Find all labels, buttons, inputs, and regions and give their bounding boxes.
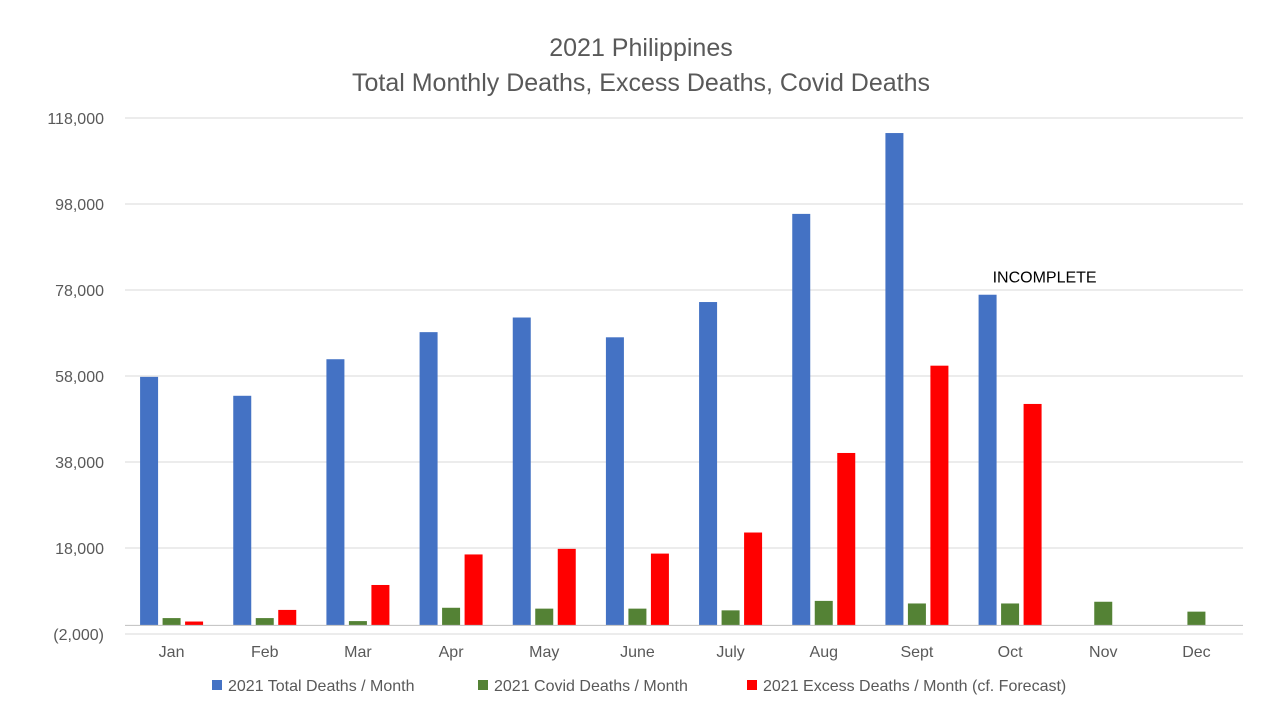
x-tick-label: Apr: [439, 644, 465, 661]
bar-2021-total-deaths-month-aug: [792, 213, 811, 626]
bar-2021-excess-deaths-month-cf-forecast-jan: [185, 621, 204, 626]
chart-subtitle: Total Monthly Deaths, Excess Deaths, Cov…: [352, 69, 930, 97]
bar-2021-total-deaths-month-june: [605, 337, 624, 626]
y-axis-tick-labels: (2,000) 18,000 38,000 58,000 78,000 98,000 118…: [47, 111, 104, 644]
bar-2021-total-deaths-month-jan: [140, 376, 159, 626]
bar-2021-covid-deaths-month-dec: [1187, 611, 1206, 626]
x-tick-label: Oct: [998, 644, 1023, 661]
bar-2021-covid-deaths-month-nov: [1094, 601, 1113, 626]
bar-2021-excess-deaths-month-cf-forecast-may: [557, 548, 576, 626]
x-tick-label: Dec: [1182, 644, 1210, 661]
y-tick-label: 118,000: [47, 111, 104, 128]
x-tick-label: Nov: [1089, 644, 1117, 661]
bar-2021-excess-deaths-month-cf-forecast-aug: [837, 452, 856, 626]
bar-2021-excess-deaths-month-cf-forecast-mar: [371, 584, 390, 626]
bar-2021-total-deaths-month-feb: [233, 395, 252, 626]
legend-swatch-2021-excess-deaths-month-cf-forecast: [747, 680, 757, 690]
legend-swatch-2021-covid-deaths-month: [478, 680, 488, 690]
bar-2021-total-deaths-month-july: [699, 302, 718, 626]
bar-2021-covid-deaths-month-feb: [255, 618, 274, 626]
bar-2021-covid-deaths-month-aug: [814, 600, 833, 626]
bars: [140, 133, 1206, 626]
bar-2021-total-deaths-month-mar: [326, 359, 345, 626]
y-tick-label: (2,000): [53, 627, 104, 644]
bar-2021-covid-deaths-month-apr: [442, 607, 461, 626]
x-tick-label: Mar: [344, 644, 372, 661]
annotations: INCOMPLETE: [993, 270, 1097, 287]
bar-2021-excess-deaths-month-cf-forecast-apr: [464, 554, 483, 626]
legend: 2021 Total Deaths / Month 2021 Covid Deat…: [212, 678, 1066, 695]
bar-2021-covid-deaths-month-july: [721, 610, 740, 626]
x-tick-label: May: [529, 644, 559, 661]
bar-2021-excess-deaths-month-cf-forecast-july: [744, 532, 763, 626]
x-tick-label: Aug: [810, 644, 838, 661]
bar-2021-total-deaths-month-apr: [419, 332, 438, 626]
bar-2021-total-deaths-month-sept: [885, 133, 904, 626]
bar-2021-total-deaths-month-may: [512, 317, 531, 626]
y-tick-label: 98,000: [55, 197, 104, 214]
legend-swatch-2021-total-deaths-month: [212, 680, 222, 690]
annotation-label: INCOMPLETE: [993, 270, 1097, 287]
bar-2021-covid-deaths-month-mar: [348, 621, 367, 626]
x-tick-label: Feb: [251, 644, 279, 661]
bar-2021-excess-deaths-month-cf-forecast-june: [650, 553, 669, 626]
x-tick-label: July: [716, 644, 744, 661]
bar-2021-excess-deaths-month-cf-forecast-sept: [930, 365, 949, 626]
x-tick-label: Sept: [900, 644, 933, 661]
x-axis: Jan Feb Mar Apr May June July Aug Sept Oct Nov Dec: [125, 624, 1243, 661]
gridlines: [125, 117, 1243, 635]
bar-2021-excess-deaths-month-cf-forecast-feb: [278, 609, 297, 626]
x-tick-label: Jan: [159, 644, 185, 661]
x-tick-label: June: [620, 644, 655, 661]
legend-label: 2021 Excess Deaths / Month (cf. Forecast…: [763, 678, 1066, 695]
legend-label: 2021 Total Deaths / Month: [228, 678, 415, 695]
legend-label: 2021 Covid Deaths / Month: [494, 678, 688, 695]
bar-2021-covid-deaths-month-jan: [162, 618, 181, 626]
y-tick-label: 38,000: [55, 455, 104, 472]
bar-2021-total-deaths-month-oct: [978, 294, 997, 626]
y-tick-label: 18,000: [55, 541, 104, 558]
bar-2021-covid-deaths-month-june: [628, 608, 647, 626]
bar-2021-covid-deaths-month-sept: [907, 603, 926, 626]
chart-title: 2021 Philippines: [549, 34, 732, 62]
bar-2021-excess-deaths-month-cf-forecast-oct: [1023, 403, 1042, 626]
y-tick-label: 78,000: [55, 283, 104, 300]
bar-2021-covid-deaths-month-oct: [1001, 603, 1020, 626]
y-tick-label: 58,000: [55, 369, 104, 386]
bar-2021-covid-deaths-month-may: [535, 608, 554, 626]
